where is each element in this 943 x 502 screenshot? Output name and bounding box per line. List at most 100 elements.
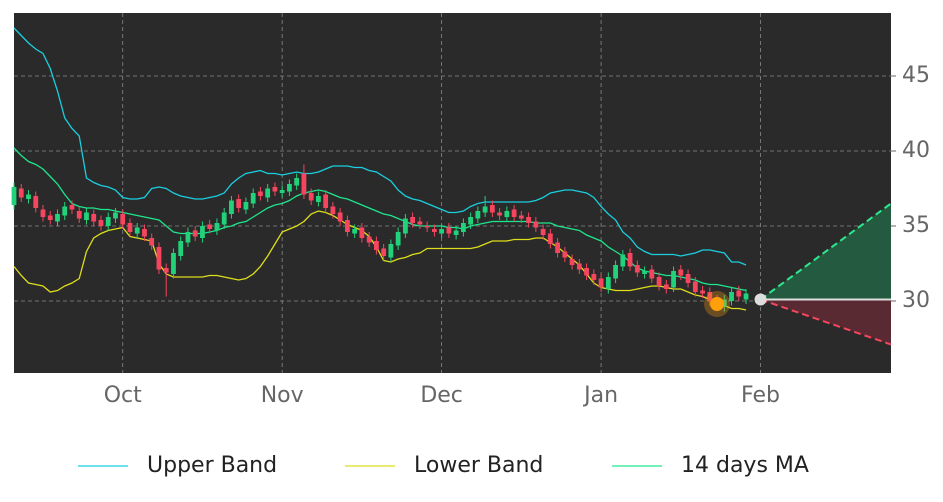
candle-body (613, 265, 618, 279)
candle-body (410, 217, 416, 223)
y-tick-label: 45 (902, 63, 930, 88)
candle-body (729, 292, 734, 301)
candle-body (569, 259, 575, 265)
candle-body (200, 226, 205, 238)
candle-body (518, 215, 524, 219)
candle-body (243, 202, 249, 210)
candle-body (98, 220, 104, 226)
candle-body (236, 199, 242, 208)
candle-body (105, 217, 111, 226)
candle-body (287, 184, 292, 192)
legend-item: Lower Band (345, 453, 543, 478)
candle-body (642, 271, 647, 274)
candle-body (47, 215, 53, 220)
candle-body (359, 227, 365, 238)
candle-body (308, 193, 314, 201)
y-tick-label: 35 (902, 213, 930, 238)
candle-body (84, 212, 89, 220)
candle-body (504, 211, 510, 217)
candle-body (279, 190, 285, 193)
candle-body (18, 188, 24, 198)
candle-body (671, 271, 676, 288)
candle-body (555, 242, 560, 253)
candle-body (221, 212, 227, 225)
candle-body (511, 209, 517, 217)
candle-body (178, 241, 184, 256)
candle-body (395, 232, 401, 246)
candle-body (424, 226, 430, 228)
legend-item: 14 days MA (612, 453, 809, 478)
candle-body (250, 193, 256, 204)
candle-body (663, 284, 669, 289)
candle-body (576, 263, 582, 270)
candle-body (323, 194, 329, 208)
candle-body (171, 253, 176, 274)
candle-body (120, 214, 126, 225)
candle-body (634, 265, 640, 273)
candle-body (685, 274, 691, 283)
x-tick-label: Dec (420, 383, 463, 408)
candle-body (337, 212, 343, 222)
candle-body (439, 229, 445, 234)
candle-body (76, 211, 82, 219)
candle-body (163, 268, 169, 273)
legend-label: Upper Band (147, 453, 277, 478)
candle-body (547, 233, 553, 244)
candle-body (62, 206, 68, 216)
x-tick-label: Jan (582, 383, 618, 408)
candle-body (26, 194, 31, 199)
candle-body (431, 229, 437, 232)
forecast-start-dot (754, 293, 767, 306)
highlight-dot (710, 297, 725, 311)
candle-body (475, 211, 481, 219)
candle-body (352, 229, 358, 234)
candle-body (265, 188, 271, 198)
candle-body (656, 277, 662, 286)
candle-body (605, 277, 611, 289)
candle-body (345, 220, 350, 232)
candle-body (649, 269, 655, 279)
candle-body (743, 293, 749, 300)
candle-body (91, 214, 97, 222)
x-tick-label: Oct (104, 383, 142, 408)
plot-background (14, 13, 891, 373)
candle-body (11, 187, 17, 205)
candle-body (540, 229, 546, 235)
x-tick-label: Feb (741, 383, 780, 408)
candle-body (627, 253, 633, 267)
band-line (13, 27, 747, 266)
forecast-upper-area (760, 203, 891, 300)
candle-body (301, 173, 307, 195)
candle-body (700, 290, 705, 294)
candle-body (149, 238, 155, 246)
candle-body (258, 191, 263, 196)
forecast-lower-line (760, 298, 892, 346)
candle-body (584, 268, 589, 276)
candle-body (156, 247, 162, 270)
candle-body (134, 227, 140, 234)
candle-body (229, 200, 234, 214)
candle-body (721, 299, 727, 307)
candle-body (468, 217, 474, 225)
candle-body (497, 212, 503, 216)
candle-body (460, 223, 466, 232)
candle-body (113, 212, 118, 219)
candle-body (692, 281, 698, 292)
candle-body (526, 217, 532, 223)
legend-item: Upper Band (78, 453, 277, 478)
candle-body (620, 254, 626, 267)
candle-body (294, 178, 300, 186)
candle-body (736, 290, 742, 297)
candle-body (192, 230, 198, 237)
candle-body (207, 224, 213, 229)
candle-body (388, 244, 394, 258)
candle-body (482, 206, 488, 213)
candle-body (330, 206, 336, 214)
candle-body (373, 241, 379, 250)
candle-body (142, 229, 147, 237)
legend-label: 14 days MA (681, 453, 809, 478)
candle-body (591, 274, 597, 280)
candle-body (562, 251, 568, 258)
